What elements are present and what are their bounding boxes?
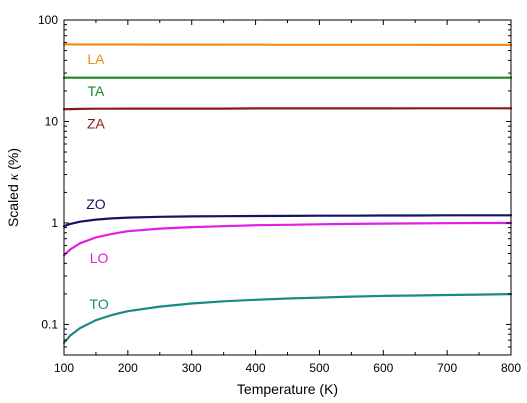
x-tick-label: 600 [373,361,393,375]
series-label-ta: TA [87,83,105,99]
tick-labels: 100 200 300 400 500 600 700 800 0.1 1 10 100 [38,13,521,375]
x-tick-label: 800 [501,361,521,375]
series-layer [62,43,513,344]
x-tick-label: 100 [54,361,74,375]
y-tick-label: 0.1 [41,317,58,331]
series-label-lo: LO [90,250,109,266]
y-axis-title-symbol: κ [7,173,22,180]
series-line-to [62,293,513,344]
y-tick-label: 100 [38,13,58,27]
series-label-to: TO [90,296,109,312]
series-label-zo: ZO [86,196,106,212]
y-tick-label: 1 [51,216,58,230]
series-line-lo [62,221,513,257]
y-axis-title-suffix: (%) [5,148,21,174]
x-tick-label: 400 [246,361,266,375]
series-labels: LA TA ZA ZO LO TO [86,51,109,312]
y-tick-label: 10 [45,114,59,128]
y-axis-title: Scaled κ (%) [5,148,22,227]
x-axis-title: Temperature (K) [237,381,338,397]
x-tick-label: 700 [437,361,457,375]
x-tick-label: 500 [309,361,329,375]
series-label-la: LA [87,51,105,67]
series-line-zo [62,214,513,228]
x-tick-label: 300 [182,361,202,375]
series-line-za [62,107,513,111]
series-label-za: ZA [87,115,106,131]
series-line-la [62,43,513,47]
y-axis-title-prefix: Scaled [5,180,21,227]
plot-frame [63,19,512,356]
ticks [63,19,512,355]
x-tick-label: 200 [118,361,138,375]
